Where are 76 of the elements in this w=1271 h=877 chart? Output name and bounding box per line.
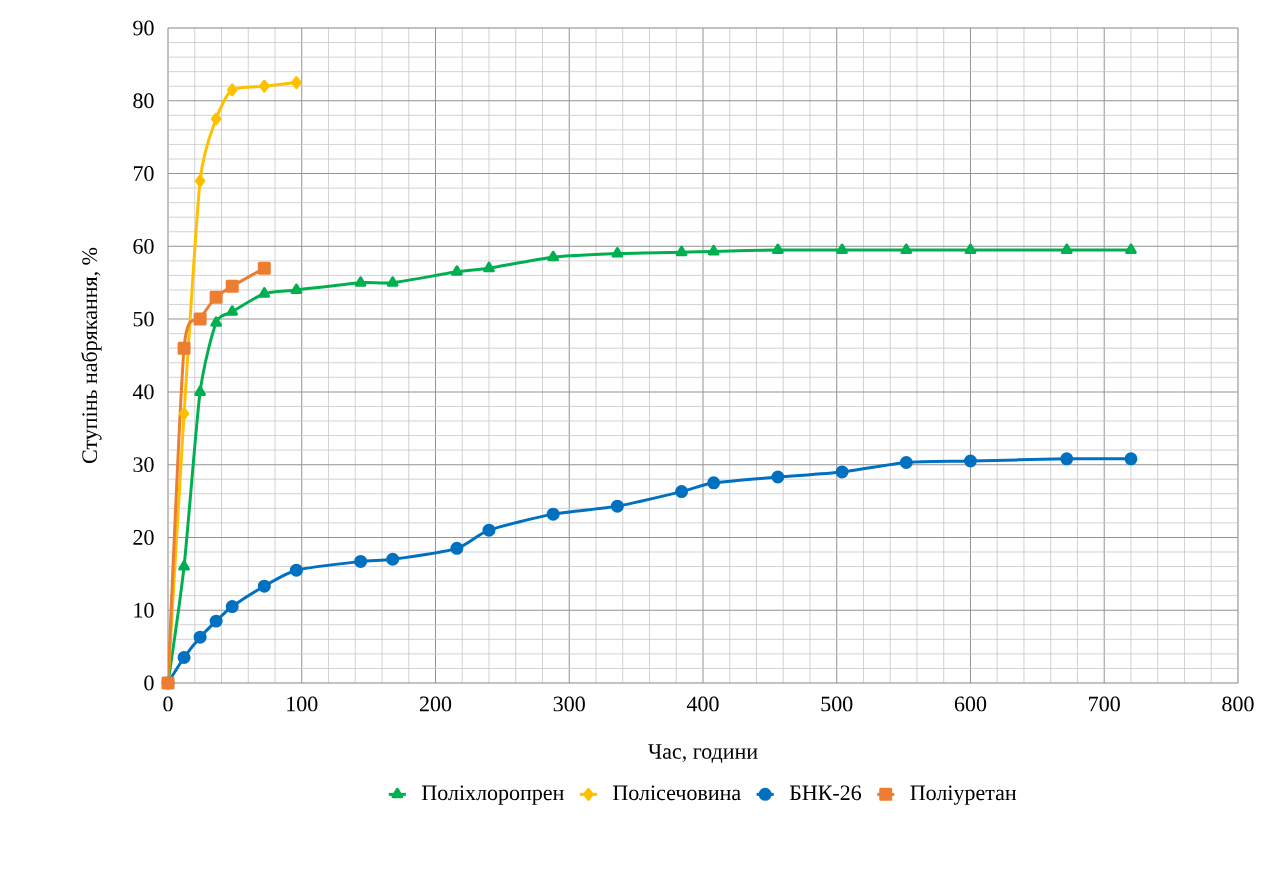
point — [257, 579, 271, 593]
y-tick-label: 40 — [132, 384, 154, 400]
point — [771, 470, 785, 484]
point — [178, 407, 190, 421]
y-tick-label: 30 — [133, 457, 154, 473]
point — [177, 651, 191, 665]
x-tick-label: 500 — [821, 696, 853, 712]
legend-label: Полісечовина — [613, 785, 741, 801]
point — [209, 614, 223, 628]
x-tick-label: 300 — [553, 696, 585, 712]
point — [178, 560, 190, 571]
point — [675, 485, 689, 499]
point — [258, 287, 271, 298]
x-tick-label: 400 — [686, 696, 719, 712]
legend-label: Поліхлоропрен — [422, 785, 564, 805]
x-tick-label: 100 — [287, 696, 318, 712]
point — [193, 630, 207, 644]
legend-label: Поліуретан — [910, 785, 1017, 805]
y-tick-label: 50 — [133, 311, 154, 327]
legend-label: БНК-26 — [789, 785, 862, 801]
point — [675, 245, 688, 257]
point — [451, 265, 463, 276]
point — [259, 79, 270, 93]
point — [547, 250, 560, 262]
point — [610, 499, 624, 513]
point — [226, 305, 239, 316]
y-tick-label: 90 — [133, 20, 154, 36]
point — [226, 83, 238, 97]
y-tick-label: 0 — [144, 675, 154, 691]
point — [291, 76, 302, 90]
x-tick-label: 700 — [1089, 696, 1120, 712]
point — [772, 243, 784, 254]
point — [225, 600, 239, 614]
point — [354, 276, 367, 287]
point — [546, 507, 560, 521]
point — [707, 244, 720, 256]
x-axis-title: Час, години — [648, 744, 758, 763]
y-axis-title: Ступінь набрякання, % — [81, 247, 102, 464]
point — [450, 541, 464, 555]
point — [611, 247, 624, 258]
y-tick-label: 80 — [133, 93, 154, 109]
point — [1125, 243, 1137, 254]
y-tick-label: 70 — [133, 166, 154, 181]
point — [899, 455, 913, 469]
x-tick-label: 600 — [954, 696, 987, 712]
point — [900, 243, 913, 254]
point — [483, 261, 495, 273]
point — [386, 552, 400, 566]
y-tick-label: 20 — [133, 530, 154, 545]
point — [225, 279, 239, 293]
point — [210, 316, 222, 327]
point — [193, 312, 207, 326]
point — [194, 385, 206, 396]
point — [963, 454, 977, 468]
point — [964, 243, 977, 254]
point — [194, 174, 206, 188]
point — [257, 261, 271, 275]
point — [1060, 243, 1073, 254]
y-tick-label: 60 — [133, 238, 154, 254]
point — [386, 276, 399, 287]
point — [836, 243, 848, 254]
point — [1060, 452, 1074, 466]
x-tick-label: 200 — [419, 696, 452, 712]
point — [177, 341, 191, 355]
point — [835, 465, 849, 479]
point — [289, 563, 303, 577]
point — [482, 523, 496, 537]
x-tick-label: 800 — [1222, 696, 1254, 712]
point — [707, 476, 721, 490]
point — [210, 112, 222, 126]
x-tick-label: 0 — [163, 696, 173, 712]
point — [290, 283, 303, 294]
point — [354, 554, 368, 568]
y-tick-label: 10 — [134, 602, 154, 618]
point — [1124, 452, 1138, 466]
point — [209, 290, 223, 304]
